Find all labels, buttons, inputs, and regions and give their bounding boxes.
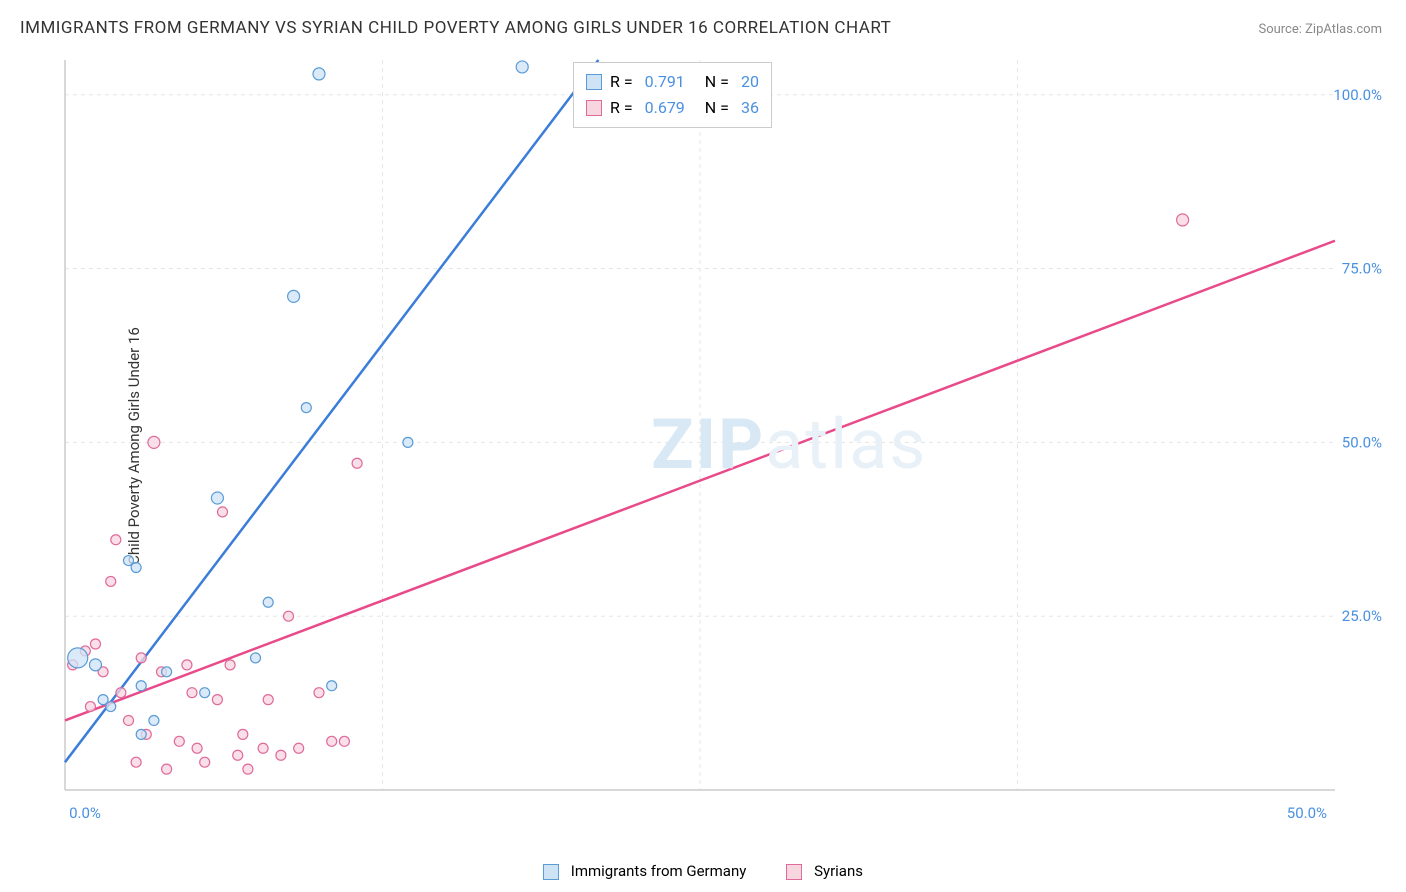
legend-swatch-pink <box>786 864 802 880</box>
legend-item-pink: Syrians <box>786 862 863 880</box>
bottom-legend: Immigrants from Germany Syrians <box>543 862 863 880</box>
corr-row-pink: R = 0.679 N = 36 <box>586 95 759 121</box>
correlation-legend: R = 0.791 N = 20 R = 0.679 N = 36 <box>573 62 772 128</box>
svg-text:50.0%: 50.0% <box>1287 804 1327 822</box>
corr-swatch-blue <box>586 74 602 90</box>
svg-text:50.0%: 50.0% <box>1342 433 1382 451</box>
corr-swatch-pink <box>586 100 602 116</box>
svg-text:0.0%: 0.0% <box>69 804 101 822</box>
scatter-plot: ZIPatlas 25.0%50.0%75.0%100.0%0.0%50.0% … <box>55 50 1390 840</box>
chart-title: IMMIGRANTS FROM GERMANY VS SYRIAN CHILD … <box>20 18 891 38</box>
svg-text:25.0%: 25.0% <box>1342 607 1382 625</box>
svg-text:100.0%: 100.0% <box>1333 86 1382 104</box>
source-attribution: Source: ZipAtlas.com <box>1258 22 1382 37</box>
svg-text:75.0%: 75.0% <box>1342 260 1382 278</box>
corr-row-blue: R = 0.791 N = 20 <box>586 69 759 95</box>
chart-canvas: 25.0% 50.0% 75.0% 100.0% 0.0% 50.0% <box>55 50 1390 840</box>
legend-item-blue: Immigrants from Germany <box>543 862 746 880</box>
legend-swatch-blue <box>543 864 559 880</box>
